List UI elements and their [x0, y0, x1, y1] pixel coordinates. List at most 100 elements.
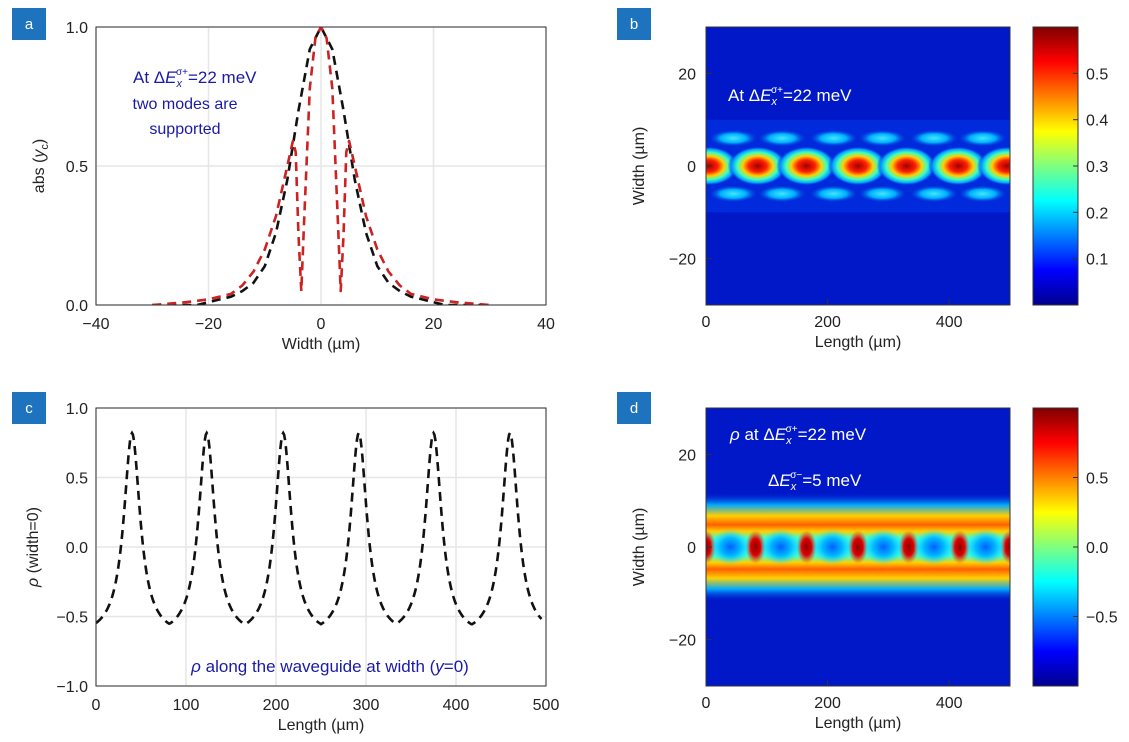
- side-lobe-mark: [856, 129, 909, 148]
- side-lobe-mark: [856, 184, 909, 203]
- y-axis-label: Width (µm): [631, 508, 648, 587]
- x-axis-label: Length (µm): [278, 717, 365, 734]
- high-rho-mark: [898, 530, 919, 564]
- colorbar: [1032, 407, 1079, 687]
- low-rho-mark: [812, 529, 853, 565]
- x-tick-label: 300: [353, 697, 380, 714]
- low-rho-mark: [760, 529, 801, 565]
- side-lobe-mark: [707, 129, 760, 148]
- x-tick-label: 200: [263, 697, 290, 714]
- x-tick-label: 200: [814, 695, 841, 712]
- low-rho-mark: [914, 529, 954, 565]
- heatmap-field: [706, 119, 1010, 213]
- x-tick-label: −20: [195, 316, 222, 333]
- side-lobe-mark: [956, 129, 1009, 148]
- hotspot-mark: [976, 146, 1010, 186]
- high-rho-mark: [848, 530, 868, 564]
- x-axis-label: Width (µm): [282, 336, 361, 353]
- panel-badge-b-letter: b: [630, 16, 638, 33]
- series-line: [96, 430, 543, 626]
- hotspot-mark: [876, 146, 937, 186]
- hotspot-mark: [928, 146, 989, 186]
- side-lobe-mark: [908, 184, 960, 203]
- side-lobe-mark: [908, 129, 960, 148]
- y-tick-label: −20: [669, 633, 696, 650]
- y-tick-label: 1.0: [66, 401, 88, 418]
- y-axis-label: Width (µm): [631, 127, 648, 206]
- hotspot-mark: [776, 146, 837, 186]
- panel-c: 0 100 200 300 400 500 −1.0 −0.5 0.0 0.5 1.0 Length …: [12, 392, 559, 734]
- x-tick-label: 400: [443, 697, 470, 714]
- panel-d: 0 200 400 −20 0 20 Length (µm) Width (µm) ρ at Δ…: [617, 392, 1118, 732]
- y-tick-label: 0: [687, 540, 696, 557]
- plot-frame: [95, 407, 547, 687]
- x-tick-label: 200: [814, 314, 841, 331]
- y-axis-label: ρ (width=0): [25, 507, 42, 588]
- panel-a: −40 −20 0 20 40 0.0 0.5 1.0 Width (µm) abs (yc) At…: [12, 8, 555, 353]
- x-tick-label: 500: [533, 697, 560, 714]
- panel-b: 0 200 400 −20 0 20 Length (µm) Width (µm) At ΔEx…: [617, 8, 1108, 351]
- colorbar-tick-label: 0.5: [1086, 471, 1108, 488]
- y-axis-label: abs (yc): [31, 139, 51, 193]
- annotation-line-3: supported: [149, 121, 220, 138]
- annotation: At ΔExσ+=22 meV: [728, 85, 852, 108]
- y-tick-label: 0.0: [66, 540, 88, 557]
- hotspot-mark: [828, 146, 888, 186]
- high-rho-mark: [949, 530, 970, 564]
- y-tick-label: −0.5: [56, 610, 88, 627]
- high-rho-mark: [796, 530, 817, 564]
- panel-badge-a-letter: a: [25, 16, 34, 33]
- panel-badge-c-letter: c: [25, 400, 33, 417]
- x-tick-label: 0: [702, 695, 711, 712]
- annotation-line-2: ΔExσ−=5 meV: [768, 470, 862, 493]
- y-tick-label: −20: [669, 252, 696, 269]
- hotspot-mark: [727, 146, 788, 186]
- panel-badge-d-letter: d: [630, 400, 638, 417]
- y-tick-label: 0: [687, 159, 696, 176]
- panel-badge-a-bg: [12, 8, 46, 40]
- panel-badge-b-bg: [617, 8, 651, 40]
- heatmap-field: [706, 491, 1010, 603]
- x-tick-label: −40: [82, 316, 109, 333]
- x-tick-label: 400: [936, 314, 963, 331]
- y-tick-label: 1.0: [66, 20, 88, 37]
- annotation: ρ along the waveguide at width (y=0): [190, 657, 469, 676]
- side-lobe-mark: [956, 184, 1009, 203]
- colorbar-tick-label: 0.1: [1086, 252, 1108, 269]
- y-tick-label: 0.0: [66, 298, 88, 315]
- high-rho-mark: [745, 530, 766, 564]
- colorbar-tick-label: 0.4: [1086, 113, 1108, 130]
- x-tick-label: 20: [425, 316, 443, 333]
- side-lobe-mark: [807, 184, 860, 203]
- annotation-line-1: ρ at ΔExσ+=22 meV: [729, 424, 867, 447]
- panel-badge-c-bg: [12, 392, 46, 424]
- annotation-line-2: two modes are: [133, 96, 238, 113]
- y-tick-label: −1.0: [56, 679, 88, 696]
- colorbar-tick-label: 0.5: [1086, 66, 1108, 83]
- x-tick-label: 40: [537, 316, 555, 333]
- side-lobe-mark: [807, 129, 860, 148]
- y-tick-label: 20: [678, 66, 696, 83]
- low-rho-mark: [863, 529, 904, 565]
- x-tick-label: 0: [702, 314, 711, 331]
- side-lobe-mark: [756, 184, 808, 203]
- x-axis-label: Length (µm): [815, 334, 902, 351]
- colorbar-tick-label: −0.5: [1086, 610, 1118, 627]
- series-group: [96, 430, 543, 626]
- side-lobe-mark: [707, 184, 760, 203]
- x-tick-label: 0: [317, 316, 326, 333]
- x-axis-label: Length (µm): [815, 715, 902, 732]
- hotspot-mark: [706, 146, 740, 186]
- y-tick-label: 0.5: [66, 159, 88, 176]
- plot-frame: [95, 26, 547, 306]
- colorbar-tick-label: 0.3: [1086, 159, 1108, 176]
- x-tick-label: 0: [92, 697, 101, 714]
- low-rho-mark: [965, 529, 1006, 565]
- side-lobe-mark: [756, 129, 808, 148]
- colorbar: [1032, 26, 1079, 306]
- x-tick-label: 400: [936, 695, 963, 712]
- low-rho-mark: [710, 529, 751, 565]
- y-tick-label: 0.5: [66, 471, 88, 488]
- annotation-line-1: At ΔExσ+=22 meV: [133, 67, 257, 90]
